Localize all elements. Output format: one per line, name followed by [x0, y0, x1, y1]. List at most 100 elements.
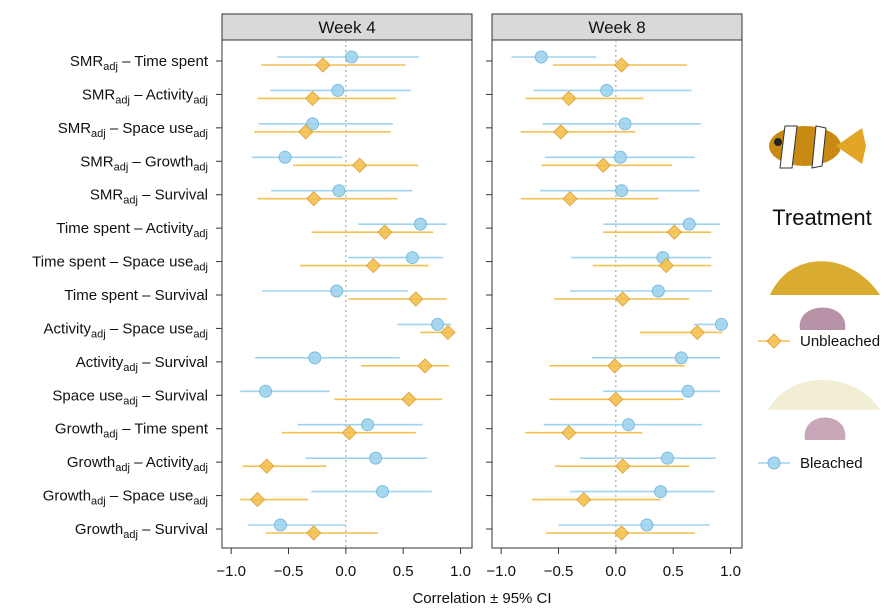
point — [249, 491, 266, 508]
y-tick-label: SMRadj – Activityadj — [82, 86, 208, 106]
point — [273, 518, 287, 532]
subscript: adj — [193, 228, 208, 240]
y-tick-label: Activityadj – Survival — [76, 354, 208, 374]
label-part: SMR — [80, 153, 114, 170]
fish-illustration — [769, 125, 866, 169]
subscript: adj — [193, 161, 208, 173]
unbleached-coral-illustration — [770, 261, 880, 330]
facet-strip — [221, 13, 473, 41]
subscript: adj — [193, 462, 208, 474]
label-part: Activity — [146, 454, 194, 471]
point — [351, 157, 368, 173]
x-tick-label: 1.0 — [450, 563, 471, 580]
point — [576, 491, 592, 508]
series-unbleached — [520, 57, 723, 541]
point — [332, 184, 346, 198]
point — [298, 124, 314, 140]
point — [345, 50, 359, 64]
label-part: Space use — [122, 320, 193, 337]
y-tick-label: Time spent – Survival — [64, 287, 208, 304]
point — [304, 90, 321, 107]
subscript: adj — [193, 328, 208, 340]
separator: – — [138, 387, 155, 404]
subscript: adj — [103, 61, 118, 73]
point — [413, 217, 427, 231]
point — [369, 451, 383, 465]
separator: – — [130, 86, 146, 103]
label-part: Space use — [122, 488, 193, 505]
label-part: Survival — [155, 387, 208, 404]
point — [595, 157, 611, 173]
label-part: Survival — [155, 521, 208, 538]
legend-label: Unbleached — [800, 333, 880, 350]
point — [408, 291, 424, 307]
facet-strip — [491, 13, 743, 41]
point — [640, 518, 654, 532]
point — [377, 224, 393, 240]
point — [278, 150, 292, 164]
point — [315, 57, 331, 73]
point — [431, 317, 445, 331]
label-part: SMR — [82, 86, 116, 103]
x-tick-label: 0.5 — [663, 563, 684, 580]
point — [615, 291, 631, 307]
point — [561, 90, 577, 107]
subscript: adj — [91, 128, 106, 140]
x-tick-label: 0.0 — [335, 563, 356, 580]
label-part: Activity — [76, 354, 124, 371]
point — [621, 418, 635, 432]
label-part: Activity — [146, 220, 194, 237]
label-part: Space use — [52, 387, 123, 404]
point — [666, 224, 683, 240]
y-tick-label: Activityadj – Space useadj — [44, 320, 208, 340]
x-tick-label: 1.0 — [720, 563, 741, 580]
point — [553, 124, 569, 140]
facet-title: Week 4 — [318, 18, 375, 37]
bleached-coral-illustration — [768, 380, 880, 440]
label-part: Growth — [145, 153, 193, 170]
point — [308, 351, 322, 365]
x-tick-label: 0.0 — [605, 563, 626, 580]
subscript: adj — [123, 195, 138, 207]
subscript: adj — [193, 128, 208, 140]
x-tick-label: 0.5 — [393, 563, 414, 580]
subscript: adj — [123, 395, 138, 407]
point — [767, 456, 781, 470]
point — [606, 358, 623, 374]
label-part: Growth — [67, 454, 115, 471]
point — [714, 317, 728, 331]
separator: – — [118, 53, 134, 70]
separator: – — [138, 521, 155, 538]
point — [306, 117, 320, 131]
point — [259, 384, 273, 398]
y-tick-label: Time spent – Activityadj — [56, 220, 208, 240]
separator: – — [130, 220, 146, 237]
y-tick-label: SMRadj – Space useadj — [58, 120, 208, 140]
y-tick-label: SMRadj – Growthadj — [80, 153, 208, 173]
label-part: Time spent — [134, 421, 208, 438]
point — [376, 485, 390, 499]
point — [365, 257, 382, 274]
y-tick-label: Space useadj – Survival — [52, 387, 208, 407]
label-part: Activity — [44, 320, 92, 337]
label-part: Time spent — [134, 53, 208, 70]
point — [341, 425, 358, 441]
point — [534, 50, 548, 64]
label-part: Growth — [43, 488, 91, 505]
label-part: Growth — [55, 421, 103, 438]
point — [330, 284, 344, 298]
label-part: Growth — [75, 521, 123, 538]
y-tick-label: Growthadj – Survival — [75, 521, 208, 541]
series-unbleached — [240, 57, 456, 541]
point — [417, 358, 433, 374]
x-tick-label: −0.5 — [274, 563, 304, 580]
label-part: SMR — [90, 187, 124, 204]
x-axis-title: Correlation ± 95% CI — [412, 590, 551, 607]
facet-title: Week 8 — [588, 18, 645, 37]
y-tick-label: Time spent – Space useadj — [32, 254, 208, 274]
x-tick-label: −1.0 — [216, 563, 246, 580]
point — [674, 351, 688, 365]
point — [561, 425, 577, 441]
point — [331, 83, 345, 97]
